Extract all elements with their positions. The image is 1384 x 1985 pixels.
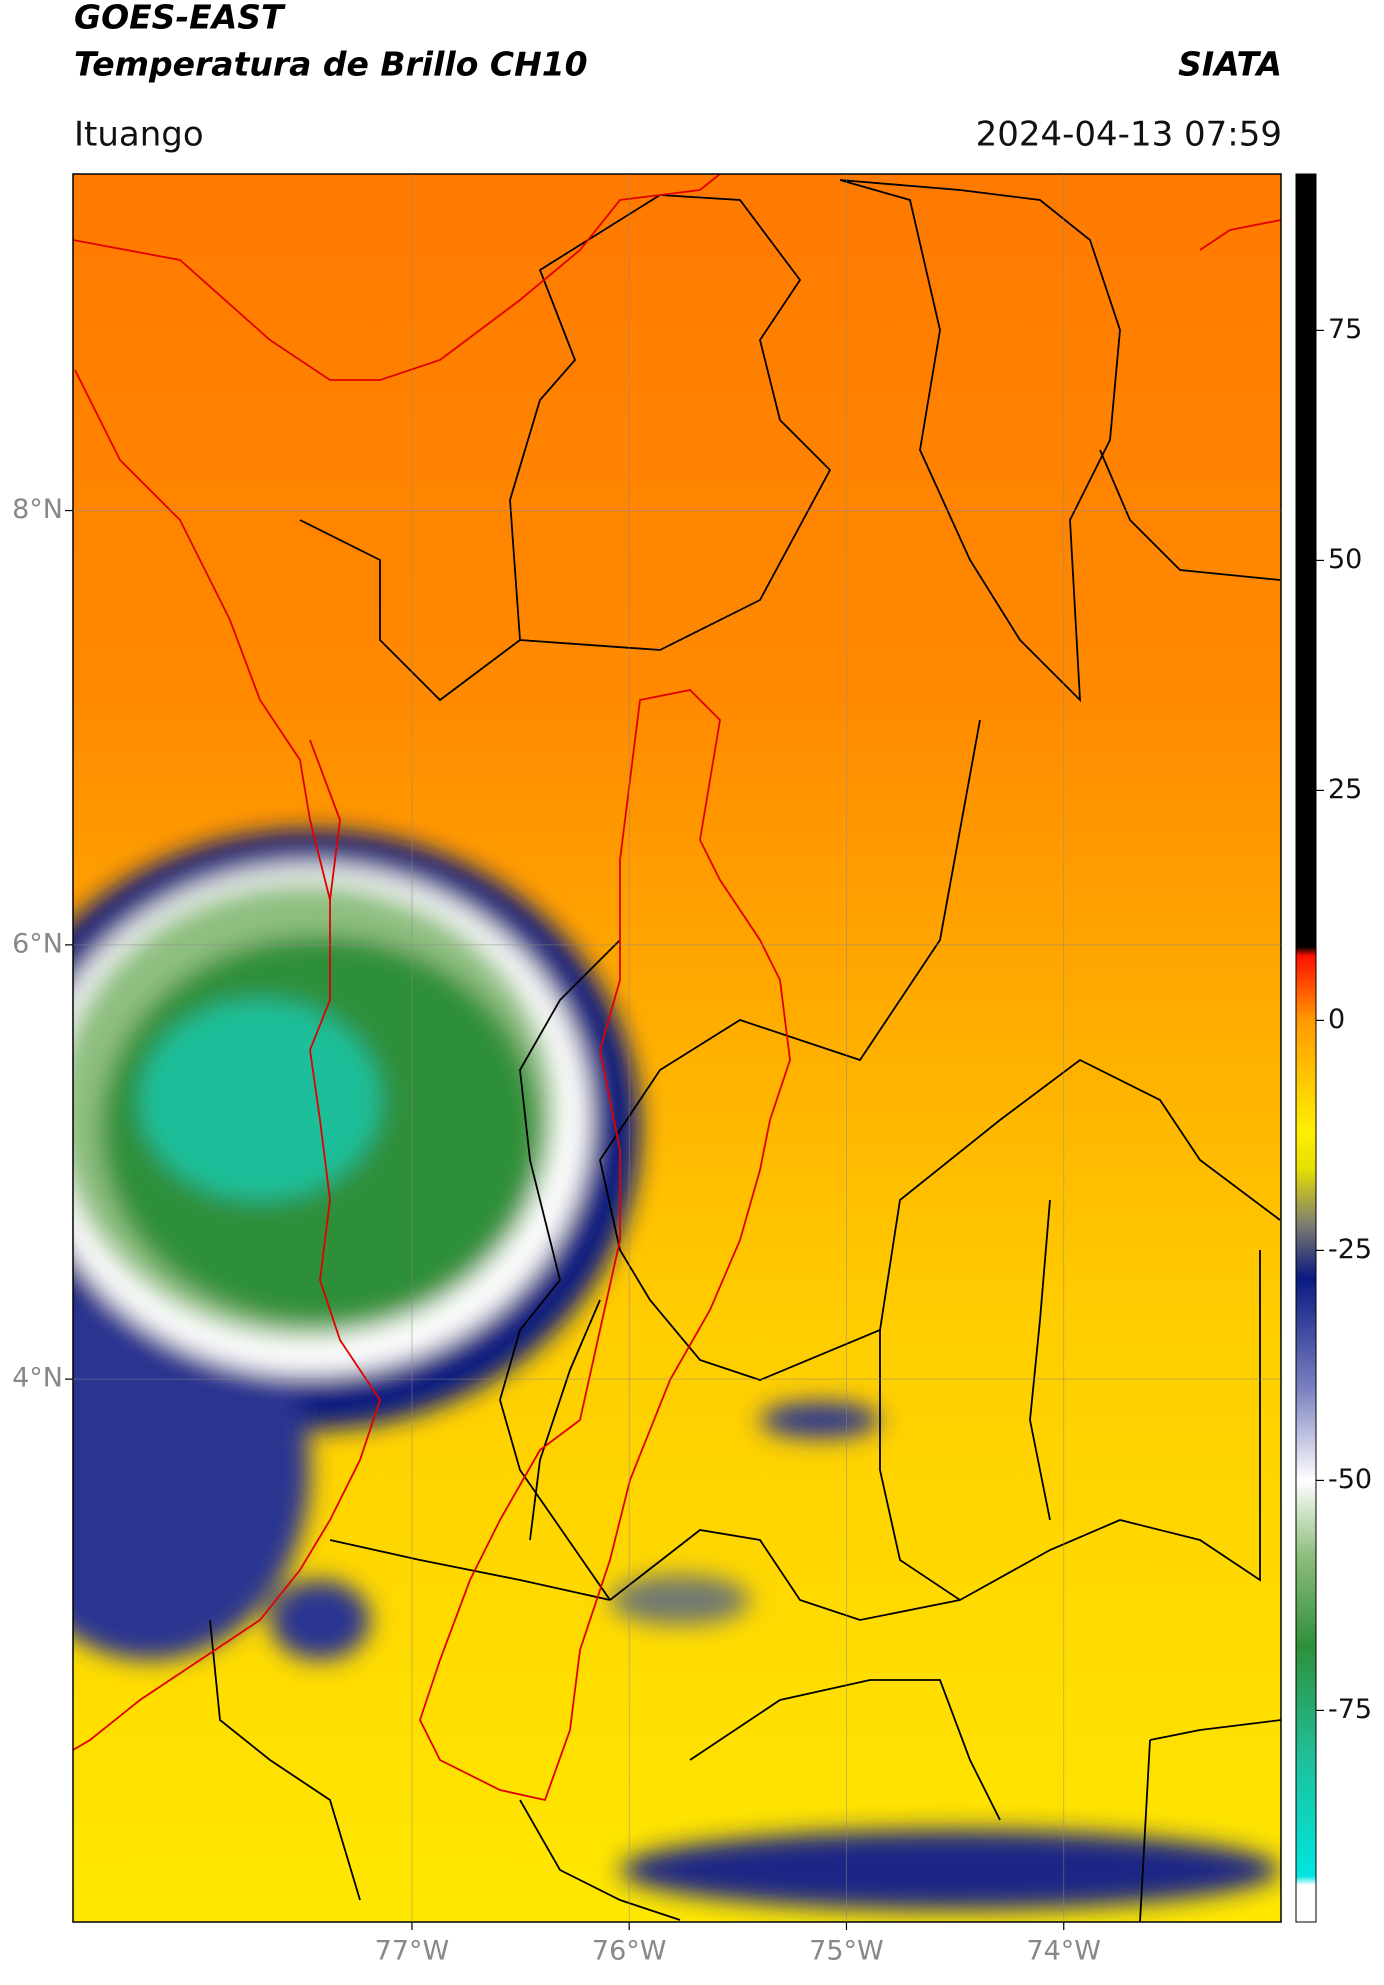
colorbar-tick-label: 50: [1328, 544, 1362, 575]
x-tick-label: 74°W: [1026, 1936, 1101, 1967]
colorbar-tick-label: 25: [1328, 774, 1362, 805]
y-tick-label: 6°N: [12, 928, 63, 959]
grid: [73, 174, 1281, 1922]
x-tick-label: 76°W: [592, 1936, 667, 1967]
subtitle: Temperatura de Brillo CH10: [74, 45, 588, 84]
satellite-image: [73, 174, 1281, 1922]
location: Ituango: [74, 115, 204, 155]
datetime: 2024-04-13 07:59: [976, 115, 1282, 155]
region-border: [73, 174, 1281, 1802]
y-tick-label: 8°N: [12, 494, 63, 525]
colorbar-tick-label: -50: [1328, 1464, 1372, 1495]
colorbar-tick-label: 0: [1328, 1004, 1345, 1035]
colorbar: [1295, 173, 1317, 1923]
source: SIATA: [1178, 45, 1282, 84]
map-frame: [72, 173, 1282, 1923]
colorbar-tick-label: 75: [1328, 314, 1362, 345]
admin-borders: [209, 179, 1281, 1922]
y-tick-label: 4°N: [12, 1363, 63, 1394]
colorbar-tick-label: -75: [1328, 1694, 1372, 1725]
title: GOES-EAST: [74, 0, 286, 37]
x-tick-label: 75°W: [809, 1936, 884, 1967]
colorbar-tick-label: -25: [1328, 1234, 1372, 1265]
x-tick-label: 77°W: [375, 1936, 450, 1967]
